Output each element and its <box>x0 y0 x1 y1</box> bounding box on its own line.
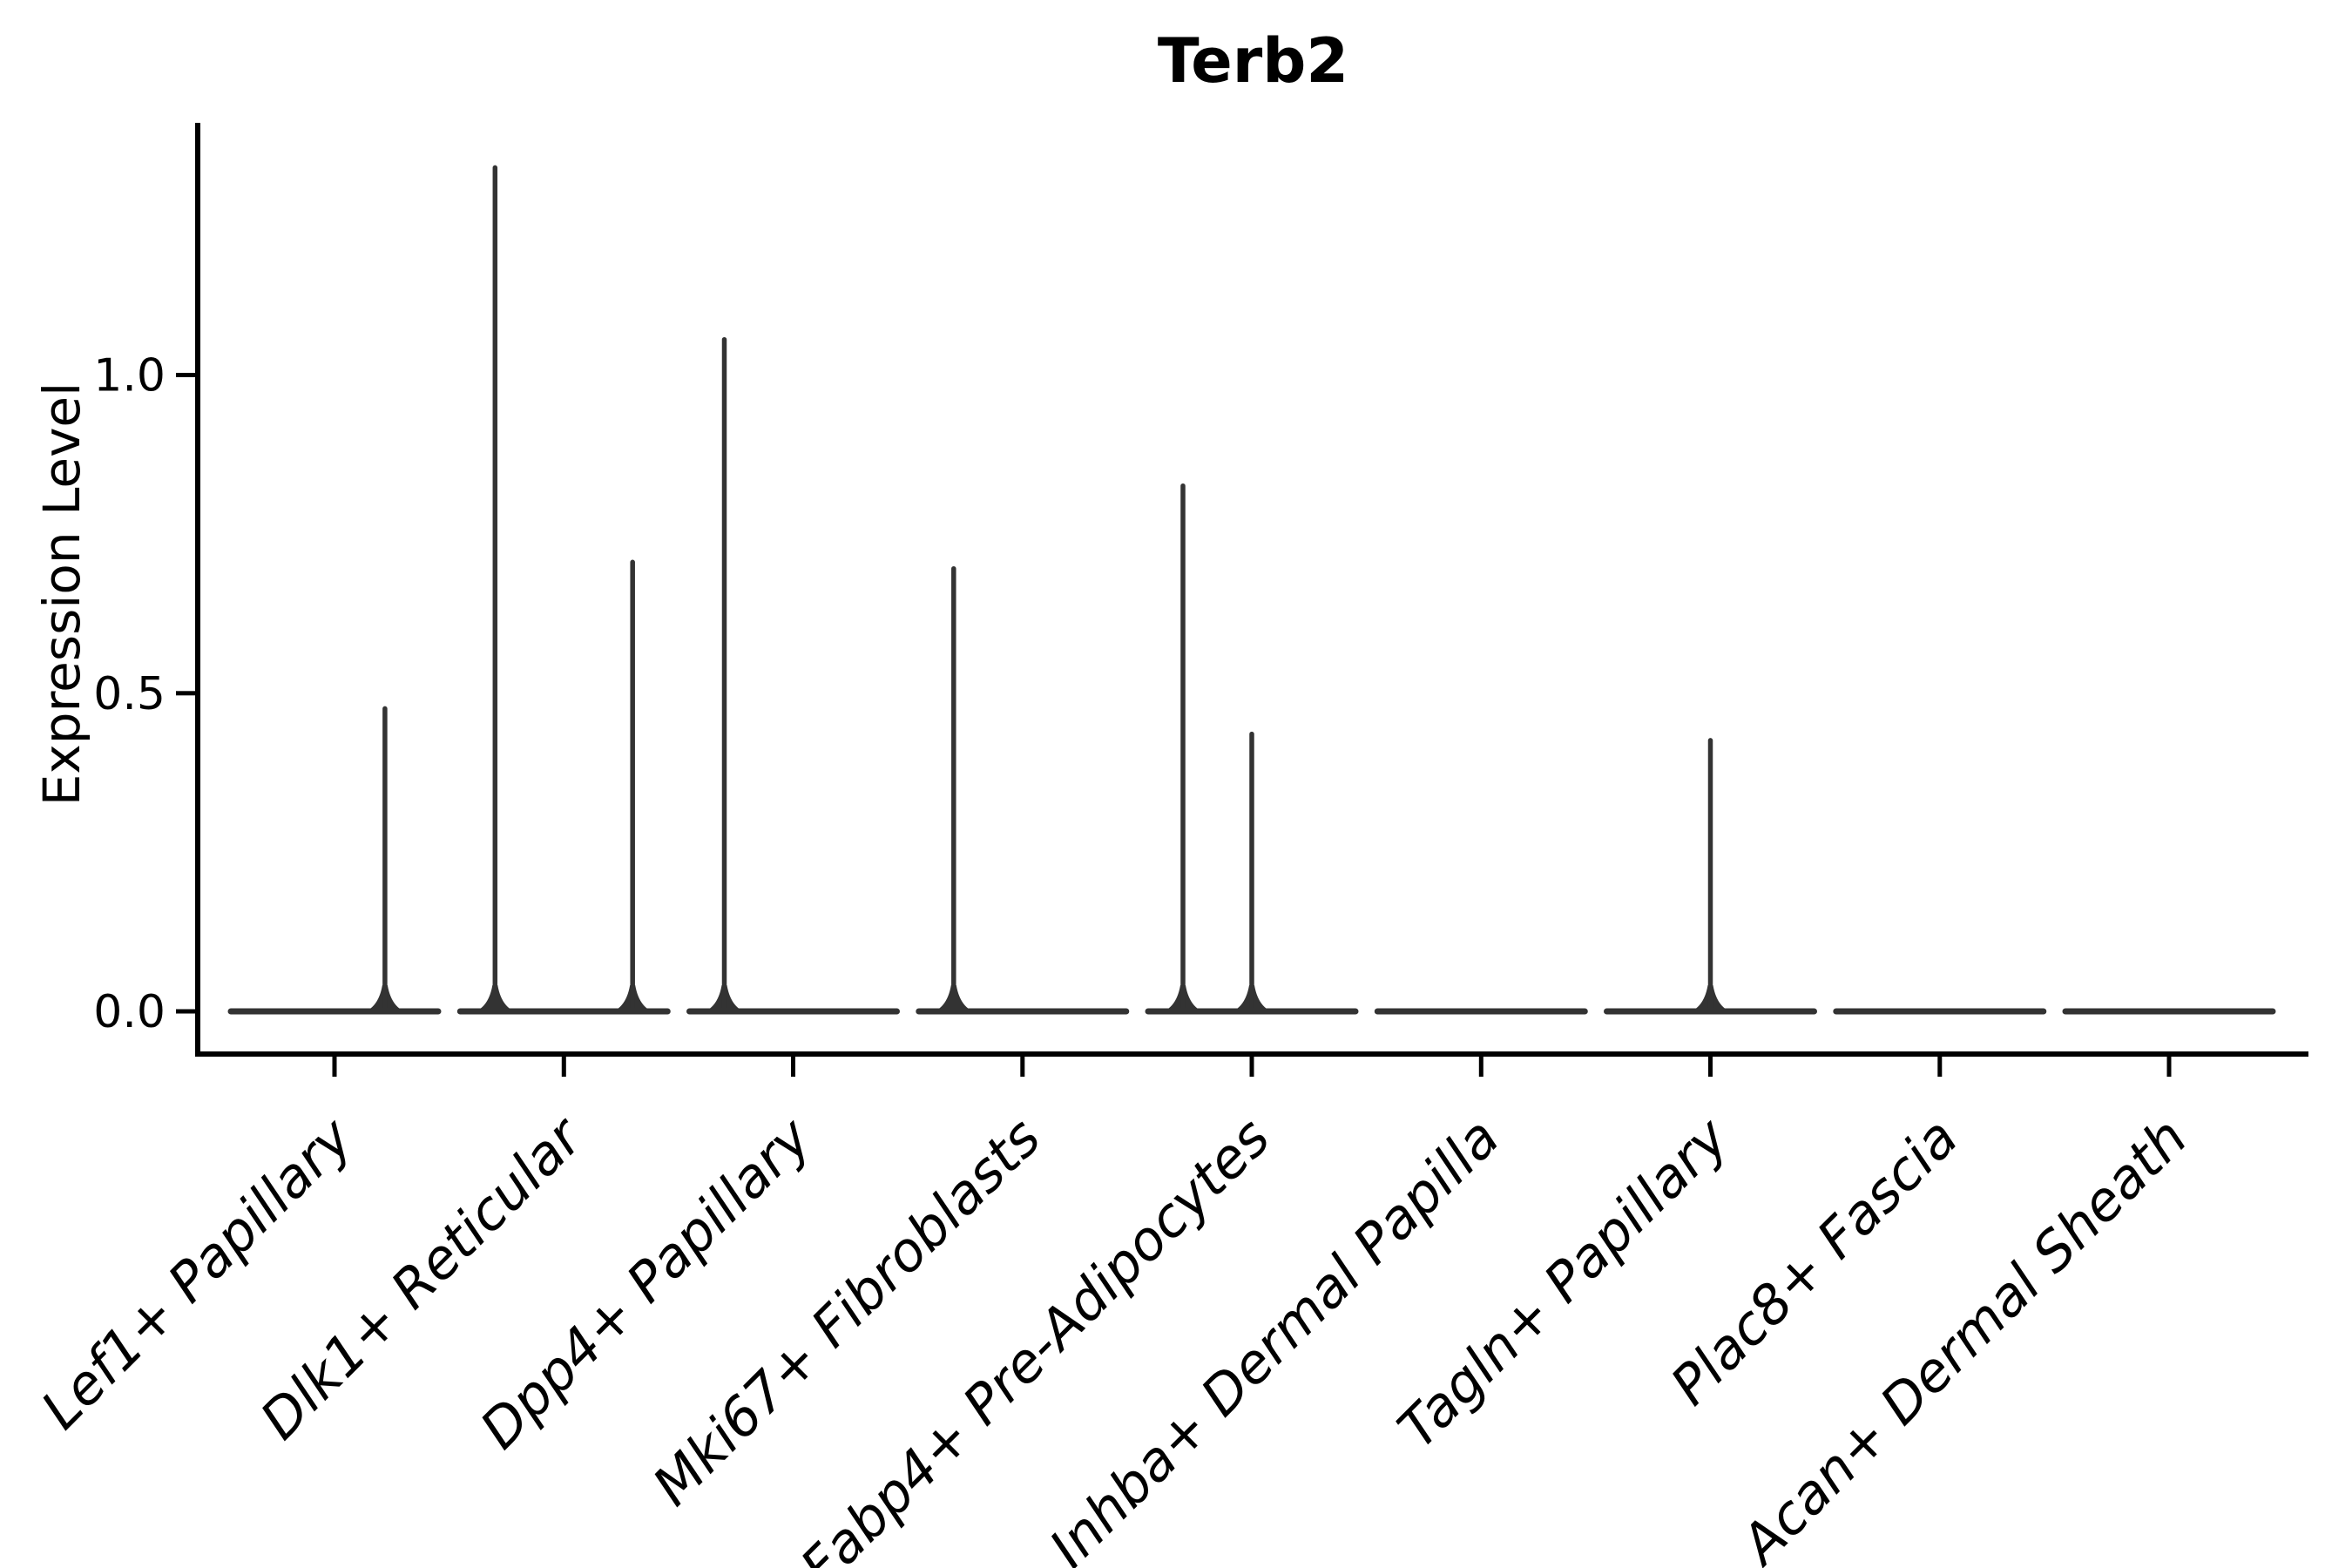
violin-base <box>1604 1008 1817 1015</box>
violin-base <box>1833 1008 2047 1015</box>
x-tick <box>1249 1057 1254 1077</box>
x-axis-spine <box>195 1051 2308 1057</box>
x-tick <box>1478 1057 1484 1077</box>
violin-base <box>456 1008 671 1015</box>
y-axis-spine <box>195 123 200 1057</box>
x-tick <box>2166 1057 2172 1077</box>
x-tick <box>561 1057 566 1077</box>
x-tick <box>332 1057 337 1077</box>
violin-base <box>916 1008 1130 1015</box>
y-tick-label: 1.0 <box>93 350 166 402</box>
violin-base <box>686 1008 900 1015</box>
violin-base <box>1374 1008 1588 1015</box>
x-tick-label: Acan+ Dermal Sheath <box>1727 1105 2200 1568</box>
chart-title: Terb2 <box>1157 25 1349 97</box>
x-tick <box>1020 1057 1025 1077</box>
x-tick-label: Inhba+ Dermal Papilla <box>1037 1105 1511 1568</box>
violin-base <box>1145 1008 1359 1015</box>
y-tick <box>176 373 198 377</box>
x-tick <box>1937 1057 1943 1077</box>
x-tick <box>791 1057 795 1077</box>
violin-base <box>2062 1008 2276 1015</box>
x-tick-label: Mki67+ Fibroblasts <box>640 1105 1052 1517</box>
violin-base <box>227 1008 442 1015</box>
y-tick-label: 0.0 <box>93 986 166 1038</box>
x-tick <box>1708 1057 1713 1077</box>
y-tick <box>176 691 198 696</box>
y-tick-label: 0.5 <box>93 668 166 720</box>
y-tick <box>176 1009 198 1014</box>
